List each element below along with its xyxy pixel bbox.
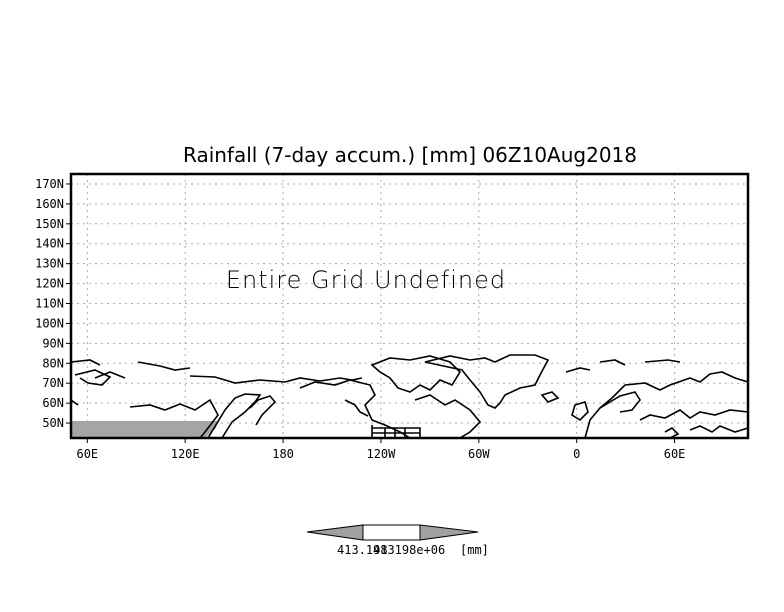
colorbar <box>306 524 479 541</box>
x-tick-label: 120E <box>171 447 200 461</box>
y-tick-label: 80N <box>42 356 64 370</box>
y-tick-label: 70N <box>42 376 64 390</box>
y-axis: 170N 160N 150N 140N 130N 120N 110N 100N 90N 80N 70… <box>35 177 71 430</box>
y-tick-label: 110N <box>35 297 64 311</box>
x-tick-label: 0 <box>573 447 580 461</box>
colorbar-right-triangle <box>419 524 479 541</box>
colorbar-box <box>362 524 421 541</box>
x-tick-label: 60W <box>468 447 490 461</box>
grid-lines <box>71 174 748 438</box>
colorbar-label-1: 413.198 <box>337 543 388 557</box>
colorbar-label-2: 413198e+06 <box>373 543 445 557</box>
coastlines <box>70 354 749 439</box>
y-tick-label: 60N <box>42 396 64 410</box>
y-tick-label: 170N <box>35 177 64 191</box>
undefined-grid-annotation: Entire Grid Undefined <box>226 266 506 294</box>
x-tick-label: 60E <box>76 447 98 461</box>
y-tick-label: 150N <box>35 217 64 231</box>
x-tick-label: 60E <box>664 447 686 461</box>
y-tick-label: 160N <box>35 197 64 211</box>
y-tick-label: 100N <box>35 316 64 330</box>
colorbar-left-triangle <box>306 524 364 541</box>
chart-title: Rainfall (7-day accum.) [mm] 06Z10Aug201… <box>183 143 637 167</box>
y-tick-label: 130N <box>35 257 64 271</box>
y-tick-label: 50N <box>42 416 64 430</box>
x-tick-label: 120W <box>366 447 396 461</box>
shaded-region <box>71 421 218 438</box>
x-axis: 60E 120E 180 120W 60W 0 60E <box>76 438 685 461</box>
plot-frame <box>69 172 750 440</box>
y-tick-label: 140N <box>35 237 64 251</box>
colorbar-units: [mm] <box>460 543 489 557</box>
y-tick-label: 90N <box>42 336 64 350</box>
y-tick-label: 120N <box>35 277 64 291</box>
x-tick-label: 180 <box>272 447 294 461</box>
